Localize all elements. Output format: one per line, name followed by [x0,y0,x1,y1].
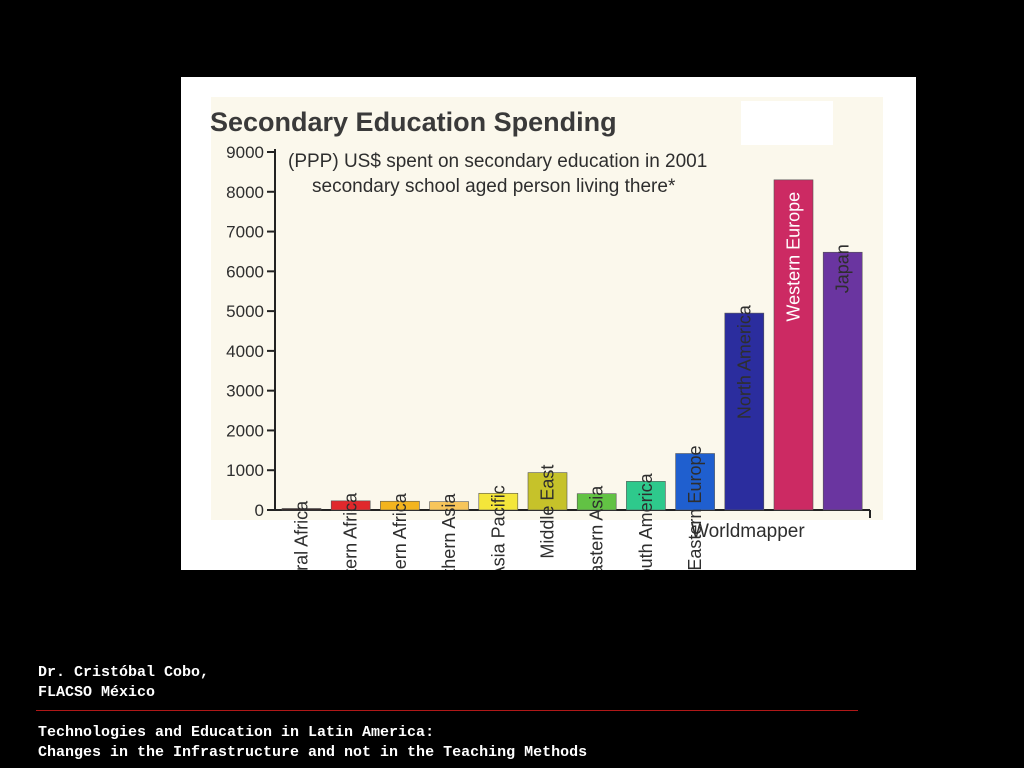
y-tick-label: 8000 [226,183,264,202]
chart-subtitle-line-2: secondary school aged person living ther… [312,176,676,197]
bar [822,251,863,511]
author-name: Dr. Cristóbal Cobo, [38,664,210,681]
bar [478,492,519,511]
category-label: Western Europe [784,192,804,322]
y-tick-label: 1000 [226,461,264,480]
chart-category-labels: Central Africa Southeastern Africa Norther… [292,192,853,570]
category-label: North America [734,304,754,419]
bar [576,493,617,511]
category-label: Middle East [538,465,558,559]
author-affiliation: FLACSO México [38,684,156,701]
y-tick-label: 5000 [226,302,264,321]
category-label: Eastern Europe [685,446,705,570]
category-label: Asia Pacific [488,485,508,570]
y-tick-label: 9000 [226,143,264,162]
y-tick-label: 0 [255,501,264,520]
bar [281,508,322,511]
category-label: Northern Africa [390,492,410,570]
bar [380,500,420,511]
category-label: Southern Asia [439,493,459,570]
bar-chart: Secondary Education Spending (PPP) US$ s… [210,97,883,570]
footer-title: Technologies and Education in Latin Amer… [38,723,587,763]
y-tick-label: 6000 [226,262,264,281]
bar [626,481,666,511]
y-tick-label: 3000 [226,382,264,401]
chart-bars [281,179,863,511]
bar [330,500,371,511]
category-label: Eastern Asia [587,485,607,570]
presentation-title-line-2: Changes in the Infrastructure and not in… [38,744,588,761]
footer-author: Dr. Cristóbal Cobo, FLACSO México [38,663,209,703]
plot-background [211,97,883,520]
y-tick-label: 7000 [226,223,264,242]
bar [429,501,469,511]
chart-card: Secondary Education Spending (PPP) US$ s… [181,77,916,570]
y-tick-label: 2000 [226,421,264,440]
footer-divider [36,710,858,711]
category-label: Japan [833,244,853,293]
category-label: Central Africa [292,500,312,570]
title-backdrop [741,101,833,145]
y-tick-label: 4000 [226,342,264,361]
presentation-title-line-1: Technologies and Education in Latin Amer… [38,724,435,741]
chart-axes: 0 1000 2000 3000 4000 5000 6000 7000 8000 9000 [226,143,871,520]
bar [773,179,814,511]
category-label: Southeastern Africa [341,492,361,570]
bar [675,453,715,511]
chart-title: Secondary Education Spending [210,107,617,137]
chart-credit: Worldmapper [691,521,805,542]
bar [724,312,765,511]
category-label: South America [636,472,656,570]
bar [527,472,568,511]
chart-subtitle-line-1: (PPP) US$ spent on secondary education i… [288,151,707,172]
